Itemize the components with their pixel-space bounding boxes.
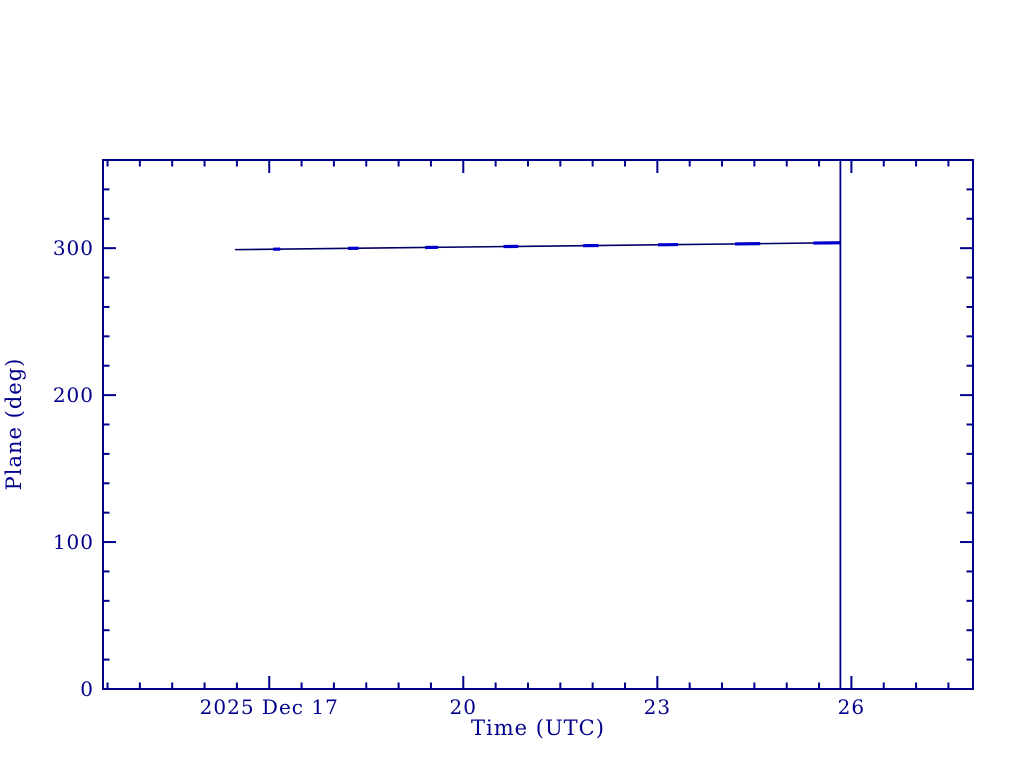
x-axis-title: Time (UTC) [471,716,605,740]
plot-area [102,159,974,690]
x-tick-label: 26 [837,695,866,719]
x-tick-label: 2025 Dec 17 [199,695,339,719]
x-tick-label: 23 [643,695,672,719]
plot-frame [102,159,974,690]
y-axis-title: Plane (deg) [2,357,26,491]
y-tick-label: 100 [52,530,94,555]
y-tick-label: 200 [52,383,94,408]
x-tick-label: 20 [449,695,477,719]
y-tick-label: 300 [52,236,94,261]
y-tick-label: 0 [80,677,94,701]
